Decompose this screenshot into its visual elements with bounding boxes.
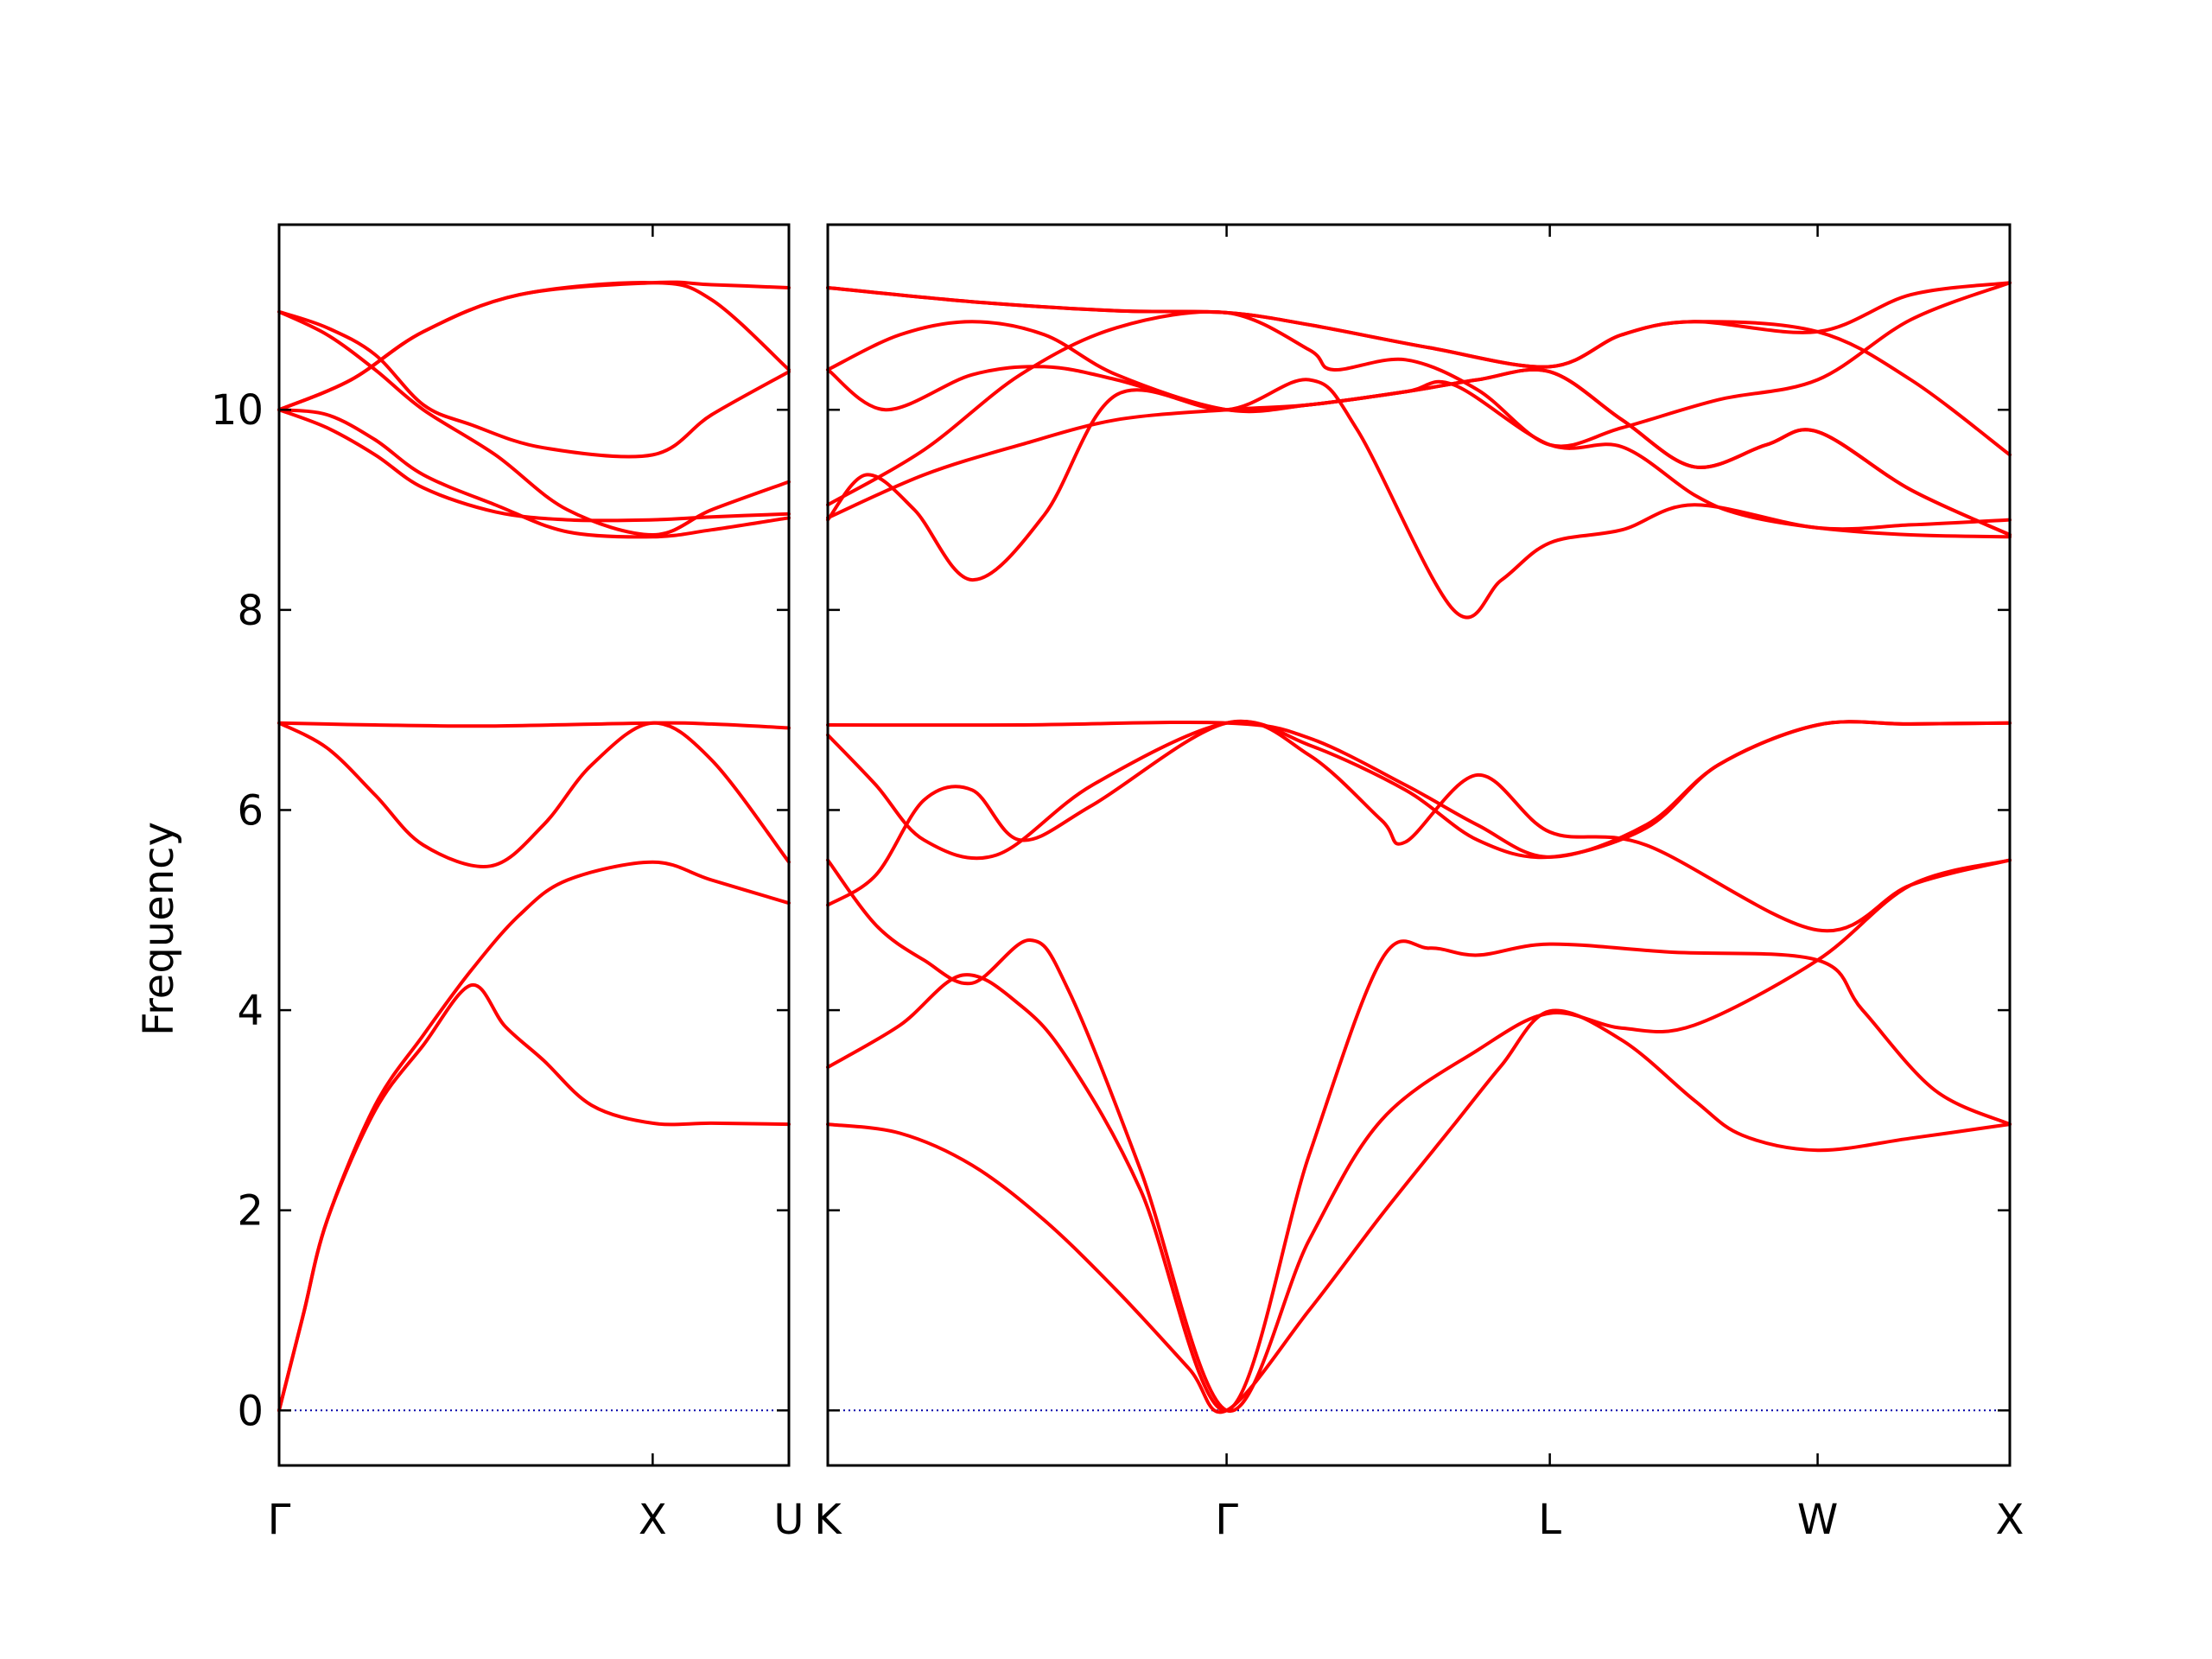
x-tick-label: Γ xyxy=(268,1496,291,1544)
y-tick-label: 2 xyxy=(237,1187,264,1236)
band-line-4 xyxy=(826,719,2012,933)
band-line-6 xyxy=(277,408,791,539)
y-tick-label: 6 xyxy=(237,786,264,835)
x-tick-label: U xyxy=(773,1496,804,1544)
band-line-11 xyxy=(826,320,2012,537)
axes-frame xyxy=(826,223,2012,1467)
band-line-7 xyxy=(277,309,791,459)
y-tick-label: 8 xyxy=(237,587,264,635)
band-line-8 xyxy=(277,309,791,537)
band-line-2 xyxy=(277,860,791,1413)
band-line-4 xyxy=(277,721,791,730)
y-axis-label: Frequency xyxy=(135,822,183,1036)
x-tick-label: X xyxy=(639,1496,667,1544)
band-line-7 xyxy=(826,378,2012,620)
band-line-13 xyxy=(826,281,2012,369)
y-tick-label: 10 xyxy=(211,386,264,435)
x-tick-label: Γ xyxy=(1215,1496,1238,1544)
y-tick-labels: 0 2 4 6 8 10 xyxy=(211,386,264,1435)
x-tick-label: K xyxy=(814,1496,842,1544)
y-tick-label: 0 xyxy=(237,1387,264,1435)
band-line-1 xyxy=(826,1008,2012,1414)
x-tick-label: L xyxy=(1538,1496,1561,1544)
x-tick-label: X xyxy=(1996,1496,2024,1544)
band-line-10 xyxy=(277,281,791,412)
band-line-6 xyxy=(826,720,2012,859)
y-tick-label: 4 xyxy=(237,987,264,1035)
x-tick-label: W xyxy=(1797,1496,1838,1544)
axes-frame xyxy=(277,223,791,1467)
band-line-3 xyxy=(277,721,791,868)
band-line-3 xyxy=(826,858,2012,1413)
